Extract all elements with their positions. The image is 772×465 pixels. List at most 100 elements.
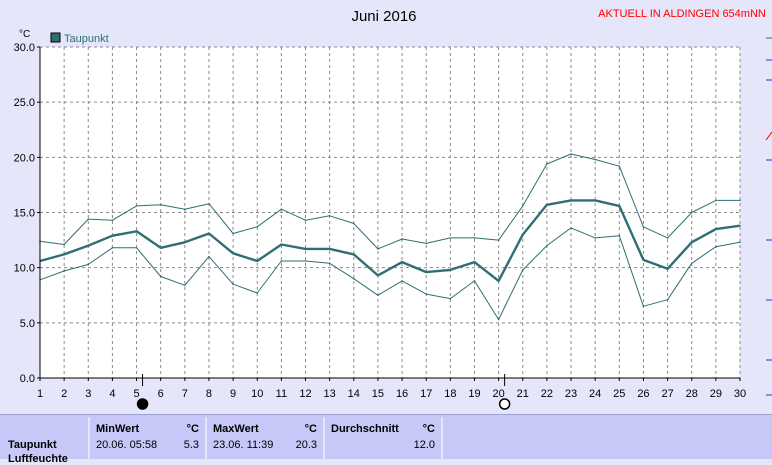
data-point-min [425,293,428,295]
data-point-min [63,270,65,272]
stats-row-label: Taupunkt [8,439,57,451]
x-tick-label: 24 [589,388,601,400]
data-point-max [232,232,234,235]
stats-panel: Taupunkt Luftfeuchte MinWert °C 20.06. 0… [0,414,772,465]
grid [40,46,741,378]
data-point-mean [401,261,403,263]
data-point-max [546,163,548,165]
max-unit: °C [304,423,317,435]
data-point-mean [642,259,645,261]
data-point-max [618,165,621,167]
data-point-mean [425,271,428,273]
data-point-mean [208,232,210,235]
data-point-max [497,239,500,241]
data-point-min [473,280,476,282]
x-tick-label: 22 [541,388,553,400]
x-tick-label: 1 [37,388,43,400]
data-point-max [87,218,90,220]
data-point-max [63,243,65,246]
x-tick-label: 8 [206,388,212,400]
y-tick-label: 25.0 [14,97,35,109]
data-point-mean [497,280,500,282]
empty-cell [441,417,761,459]
legend: Taupunkt [50,32,109,45]
x-tick-label: 2 [61,388,67,400]
edge-mark [765,131,772,141]
data-point-max [715,199,717,202]
avg-cell: Durchschnitt °C 12.0 [323,417,441,459]
station-label: AKTUELL IN ALDINGEN 654mNN [598,8,766,20]
data-point-min [449,297,452,300]
data-point-mean [594,199,596,202]
x-tick-label: 29 [710,388,722,400]
avg-unit: °C [422,423,435,435]
data-point-mean [256,260,259,262]
y-tick-label: 10.0 [14,263,35,275]
x-tick-label: 21 [517,388,529,400]
data-point-mean [111,234,114,237]
data-point-mean [63,253,65,256]
data-point-min [280,260,283,262]
data-point-min [111,247,114,249]
data-point-max [184,208,186,210]
data-point-min [401,280,403,282]
x-tick-label: 5 [133,388,139,400]
series-line-max [39,153,740,250]
y-tick-label: 5.0 [20,318,35,330]
data-point-max [449,237,452,239]
y-tick-label: 20.0 [14,152,35,164]
data-point-min [135,247,138,249]
data-point-max [304,219,307,222]
data-point-min [642,305,645,308]
data-point-max [352,222,355,225]
min-time: 20.06. 05:58 [96,439,158,451]
avg-value: 12.0 [413,439,435,451]
data-point-mean [232,252,234,255]
data-point-mean [87,244,90,247]
data-point-min [352,277,355,280]
x-tick-label: 9 [230,388,236,400]
dewpoint-chart: Juni 2016 AKTUELL IN ALDINGEN 654mNN °C … [14,8,772,410]
data-point-max [328,215,331,217]
stats-row-label-2: Luftfeuchte [8,453,68,465]
data-point-max [280,208,283,210]
data-point-max [208,202,210,205]
data-point-min [256,292,259,294]
data-point-max [401,238,403,240]
min-header: MinWert [96,423,140,435]
data-point-min [690,262,693,265]
data-point-min [208,255,210,258]
chart-title: Juni 2016 [351,8,416,25]
data-point-max [690,211,693,214]
series-line-mean [39,199,741,283]
x-tick-label: 19 [468,388,480,400]
data-point-mean [377,274,379,277]
data-point-mean [546,203,548,206]
data-point-mean [521,233,524,236]
data-point-max [666,237,669,239]
series-line-min [39,227,741,320]
x-tick-label: 3 [85,388,91,400]
data-point-min [570,227,572,229]
data-point-mean [184,241,186,244]
data-point-mean [328,248,331,250]
data-point-min [739,241,741,244]
data-point-max [135,205,138,207]
data-point-min [618,234,621,237]
x-tick-label: 10 [251,388,263,400]
data-point-mean [715,228,717,230]
x-tick-label: 7 [182,388,188,400]
data-point-min [328,262,331,265]
data-point-max [159,203,162,206]
x-tick-label: 27 [661,388,673,400]
data-point-mean [449,269,452,271]
x-tick-label: 26 [637,388,649,400]
data-point-max [473,237,476,239]
x-tick-label: 18 [444,388,456,400]
data-point-mean [666,267,669,270]
max-value: 20.3 [295,439,317,451]
x-tick-label: 12 [299,388,311,400]
data-point-max [739,199,741,202]
min-unit: °C [186,423,199,435]
data-point-max [594,158,596,161]
